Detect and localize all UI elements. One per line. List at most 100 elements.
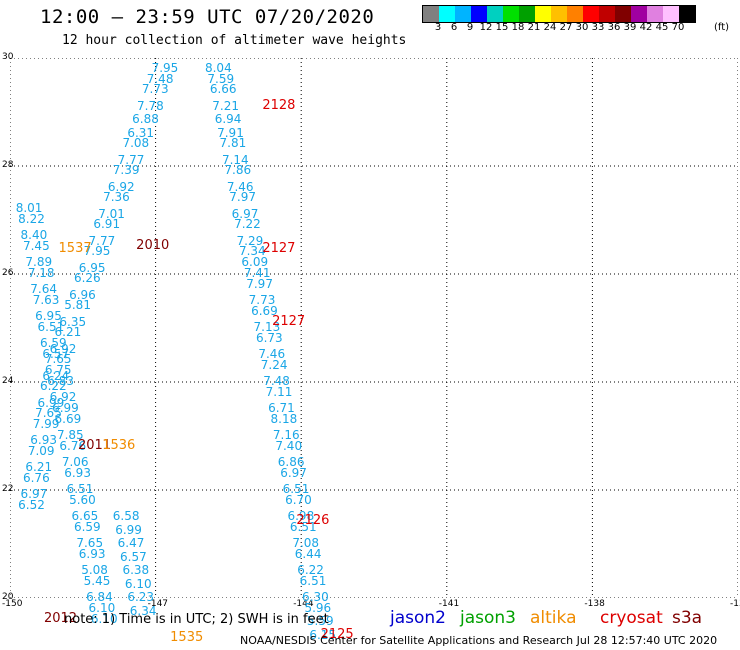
wave-height-value: 6.95	[35, 309, 62, 324]
scale-label: 36	[607, 22, 621, 33]
scale-swatch	[535, 6, 551, 22]
wave-height-value: 6.73	[255, 330, 283, 345]
scale-label: 42	[639, 22, 653, 33]
wave-height-value: 6.65	[71, 509, 99, 523]
pass-time-label: 1536	[102, 437, 136, 453]
wave-height-value: 7.97	[246, 276, 273, 291]
scale-swatch	[487, 6, 503, 22]
wave-height-value: 6.99	[37, 395, 65, 410]
wave-height-value: 6.10	[88, 600, 116, 615]
wave-height-value: 6.26	[73, 271, 101, 286]
satellite-legend-altika: altika	[530, 608, 577, 628]
wave-height-value: 7.36	[103, 190, 130, 205]
scale-swatch	[599, 6, 615, 22]
wave-height-value: 6.69	[54, 411, 82, 426]
wave-height-value: 6.21	[25, 460, 53, 475]
scale-swatch	[551, 6, 567, 22]
wave-height-value: 7.13	[253, 320, 281, 334]
wave-height-value: 6.93	[30, 433, 57, 448]
map-subtitle: 12 hour collection of altimeter wave hei…	[62, 33, 407, 48]
scale-swatch	[631, 6, 647, 22]
wave-height-value: 7.24	[260, 357, 288, 372]
wave-height-value: 6.96	[69, 287, 96, 302]
wave-height-value: 8.22	[18, 212, 45, 226]
wave-height-value: 7.46	[226, 179, 254, 194]
wave-height-value: 7.21	[212, 98, 239, 113]
x-tick-label: -138	[584, 599, 605, 609]
wave-height-value: 6.99	[52, 401, 79, 415]
wave-height-value: 5.96	[304, 600, 332, 615]
scale-swatch	[503, 6, 519, 22]
wave-height-value: 7.81	[219, 136, 247, 151]
scale-label: 12	[479, 22, 493, 33]
wave-height-value: 6.47	[117, 536, 145, 550]
wave-height-value: 7.86	[224, 163, 252, 178]
wave-height-value: 6.51	[299, 573, 327, 588]
wave-height-value: 6.84	[86, 590, 113, 604]
wave-height-value: 6.91	[93, 217, 121, 232]
scale-label: 18	[511, 22, 525, 33]
pass-time-label: 2126	[296, 513, 330, 529]
wave-height-value: 7.59	[207, 71, 235, 86]
wave-height-value: 6.58	[112, 509, 140, 523]
map-grid	[10, 58, 738, 598]
wave-height-value: 6.92	[107, 179, 135, 194]
wave-height-value: 6.22	[39, 379, 67, 394]
wave-height-value: 7.89	[25, 255, 53, 270]
wave-height-value: 5.81	[64, 298, 91, 313]
x-tick-label: -144	[293, 599, 314, 609]
wave-height-value: 7.39	[112, 163, 140, 178]
wave-height-value: 6.76	[22, 471, 50, 486]
wave-height-value: 6.24	[42, 368, 70, 383]
wave-height-value: 6.51	[282, 482, 310, 496]
pass-time-label: 2010	[136, 238, 170, 253]
wave-height-value: 6.51	[66, 482, 94, 496]
wave-height-value: 8.04	[204, 60, 232, 75]
wave-height-value: 6.23	[127, 590, 155, 604]
satellite-legend-jason3: jason3	[460, 608, 516, 628]
wave-height-value: 7.08	[292, 536, 320, 550]
scale-label: 24	[543, 22, 557, 33]
wave-height-value: 7.48	[146, 71, 174, 86]
scale-label: 30	[575, 22, 589, 33]
wave-height-value: 6.99	[115, 522, 142, 537]
wave-height-value: 7.14	[221, 152, 249, 167]
wave-height-value: 6.21	[54, 325, 82, 340]
wave-height-value: 6.83	[47, 374, 74, 388]
wave-height-value: 6.31	[127, 125, 155, 140]
x-tick-label: -141	[438, 599, 460, 609]
scale-label: 21	[527, 22, 541, 33]
map-plot-area: -150 -147 -144 -141 -138 -135 30 28 26 24 22 20 7.95…	[2, 52, 740, 645]
wave-height-value: 7.45	[22, 239, 50, 253]
wave-height-value: 7.95	[151, 60, 179, 75]
wave-height-value: 6.22	[297, 563, 324, 577]
wave-height-value: 5.59	[306, 614, 334, 629]
wave-height-value: 5.08	[81, 563, 108, 577]
wave-height-value: 7.78	[137, 98, 164, 113]
wave-height-value: 7.40	[275, 438, 303, 453]
wave-height-value: 6.95	[78, 260, 106, 275]
satellite-legend-cryosat: cryosat	[600, 608, 663, 628]
scale-swatch	[663, 6, 679, 22]
wave-height-value: 7.11	[265, 384, 293, 399]
wave-height-value: 7.63	[32, 293, 60, 307]
wave-height-value: 7.34	[238, 244, 266, 259]
wave-height-value: 6.92	[49, 341, 77, 356]
wave-height-value: 6.98	[287, 509, 315, 523]
scale-swatch	[519, 6, 535, 22]
scale-swatch	[583, 6, 599, 22]
wave-height-value: 6.93	[78, 546, 106, 561]
scale-label: 45	[655, 22, 669, 33]
wave-height-value: 7.65	[35, 406, 62, 421]
wave-height-value: 6.09	[241, 255, 269, 270]
scale-swatch	[567, 6, 583, 22]
wave-height-value: 6.70	[285, 492, 312, 507]
scale-label: 27	[559, 22, 573, 33]
satellite-legend-s3a: s3a	[672, 608, 703, 628]
wave-height-value: 7.91	[217, 125, 244, 140]
scale-swatch	[679, 6, 695, 22]
wave-height-value: 7.77	[117, 152, 145, 167]
wave-height-value: 7.77	[88, 233, 116, 248]
wave-height-value: 6.57	[120, 549, 147, 564]
y-tick-label: 28	[2, 160, 14, 170]
